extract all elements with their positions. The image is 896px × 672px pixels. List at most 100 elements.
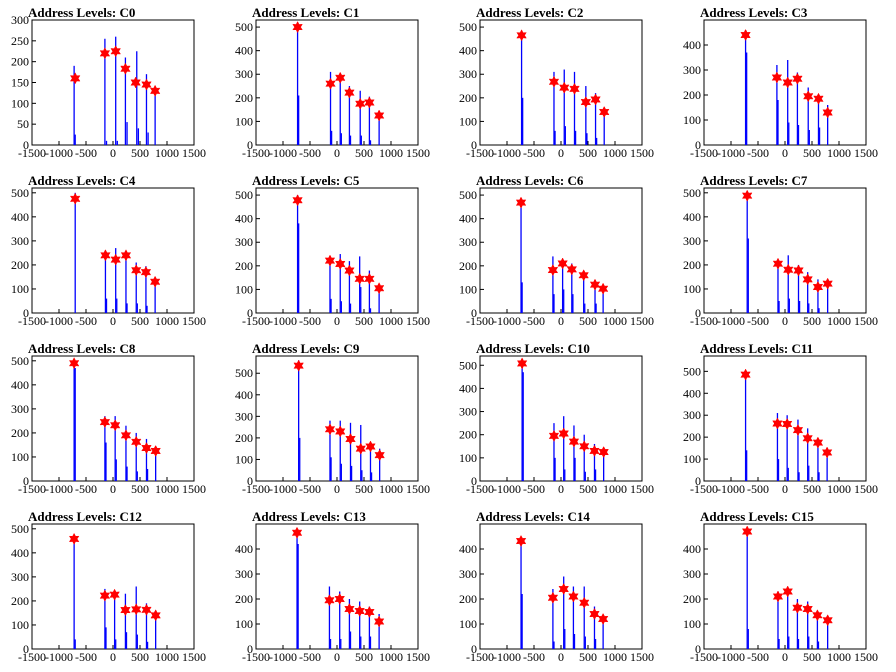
x-tick-label: -500 <box>75 650 97 664</box>
x-tick-label: 1000 <box>379 146 403 160</box>
y-tick-label: 300 <box>683 234 701 248</box>
peak-marker <box>69 72 81 85</box>
peak-marker <box>741 525 753 538</box>
y-tick-label: 300 <box>235 409 253 423</box>
x-tick-label: 500 <box>579 146 597 160</box>
peak-marker <box>324 423 336 436</box>
x-tick-label: 1500 <box>854 146 878 160</box>
peak-marker <box>364 272 375 285</box>
x-tick-label: -1500 <box>690 314 718 328</box>
plot-frame <box>703 187 867 314</box>
y-tick-label: 300 <box>235 235 253 249</box>
y-tick-label: 300 <box>683 408 701 422</box>
peak-marker <box>365 440 376 453</box>
x-tick-label: -1000 <box>269 146 297 160</box>
x-tick-label: 1500 <box>406 314 430 328</box>
peak-marker <box>99 589 111 602</box>
peak-marker <box>109 588 120 601</box>
x-tick-label: -1000 <box>269 314 297 328</box>
peak-marker <box>68 532 80 545</box>
x-tick-label: -1500 <box>18 482 46 496</box>
peak-marker <box>547 591 559 604</box>
peak-marker <box>364 605 375 619</box>
peak-marker <box>579 596 590 609</box>
y-tick-label: 0 <box>471 306 477 320</box>
x-tick-label: -1000 <box>45 146 73 160</box>
x-tick-label: -500 <box>747 482 769 496</box>
y-tick-label: 400 <box>683 38 701 52</box>
x-tick-label: 1000 <box>827 146 851 160</box>
x-tick-label: 0 <box>558 482 564 496</box>
peak-marker <box>324 254 336 267</box>
peak-marker <box>120 249 132 262</box>
y-tick-label: 400 <box>235 388 253 402</box>
peak-marker <box>803 90 814 103</box>
peak-marker <box>149 275 161 288</box>
y-tick-label: 400 <box>11 546 29 560</box>
x-tick-label: -500 <box>299 314 321 328</box>
peak-marker <box>120 62 131 75</box>
y-tick-label: 200 <box>459 259 477 273</box>
y-tick-label: 300 <box>459 567 477 581</box>
plot-frame <box>31 187 195 314</box>
plot-frame <box>255 523 419 650</box>
peak-marker <box>740 368 751 381</box>
peak-marker <box>130 76 141 89</box>
peak-marker <box>772 417 783 430</box>
peak-marker <box>141 603 152 616</box>
x-tick-label: 500 <box>355 314 373 328</box>
y-tick-label: 400 <box>11 210 29 224</box>
y-tick-label: 100 <box>235 617 253 631</box>
plot-frame <box>703 355 867 482</box>
y-tick-label: 300 <box>459 67 477 81</box>
plot-frame <box>31 19 195 146</box>
peak-marker <box>782 76 793 89</box>
y-tick-label: 100 <box>459 114 477 128</box>
x-tick-label: -1500 <box>242 146 270 160</box>
plot-frame <box>255 19 419 146</box>
x-tick-label: -500 <box>747 146 769 160</box>
x-tick-label: -500 <box>747 650 769 664</box>
x-tick-label: 0 <box>110 482 116 496</box>
chart-title: Address Levels: C3 <box>700 5 808 20</box>
x-tick-label: 500 <box>131 314 149 328</box>
x-tick-label: 1000 <box>827 314 851 328</box>
chart-title: Address Levels: C7 <box>700 173 808 188</box>
chart-title: Address Levels: C12 <box>28 509 142 524</box>
x-tick-label: 500 <box>803 650 821 664</box>
y-tick-label: 200 <box>235 431 253 445</box>
peak-marker <box>579 440 590 453</box>
peak-marker <box>812 609 823 622</box>
x-tick-label: -1000 <box>45 650 73 664</box>
x-tick-label: 1000 <box>155 650 179 664</box>
x-tick-label: -1000 <box>717 146 745 160</box>
peak-marker <box>772 257 784 270</box>
peak-marker <box>772 590 784 603</box>
x-tick-label: 1500 <box>182 314 206 328</box>
x-tick-label: 1000 <box>155 314 179 328</box>
y-tick-label: 200 <box>235 259 253 273</box>
peak-marker <box>324 594 335 607</box>
peak-marker <box>578 269 589 282</box>
x-tick-label: -1500 <box>466 314 494 328</box>
peak-marker <box>131 603 142 616</box>
peak-marker <box>802 432 813 445</box>
chart-panel: Address Levels: C14 0 100 200 300 400 -1500 -10… <box>459 509 654 664</box>
y-tick-label: 200 <box>11 594 29 608</box>
y-tick-label: 500 <box>683 186 701 200</box>
x-tick-label: 0 <box>558 650 564 664</box>
plot-frame <box>479 355 643 482</box>
peak-marker <box>740 28 751 42</box>
peak-marker <box>771 71 783 84</box>
peak-marker <box>822 277 833 290</box>
x-tick-label: -500 <box>523 314 545 328</box>
x-tick-label: 1500 <box>630 314 654 328</box>
y-tick-label: 500 <box>683 364 701 378</box>
y-tick-label: 0 <box>471 138 477 152</box>
x-tick-label: -1500 <box>690 650 718 664</box>
x-tick-label: -500 <box>75 314 97 328</box>
plot-frame <box>31 355 195 482</box>
x-tick-label: 500 <box>355 482 373 496</box>
peak-marker <box>568 435 580 448</box>
